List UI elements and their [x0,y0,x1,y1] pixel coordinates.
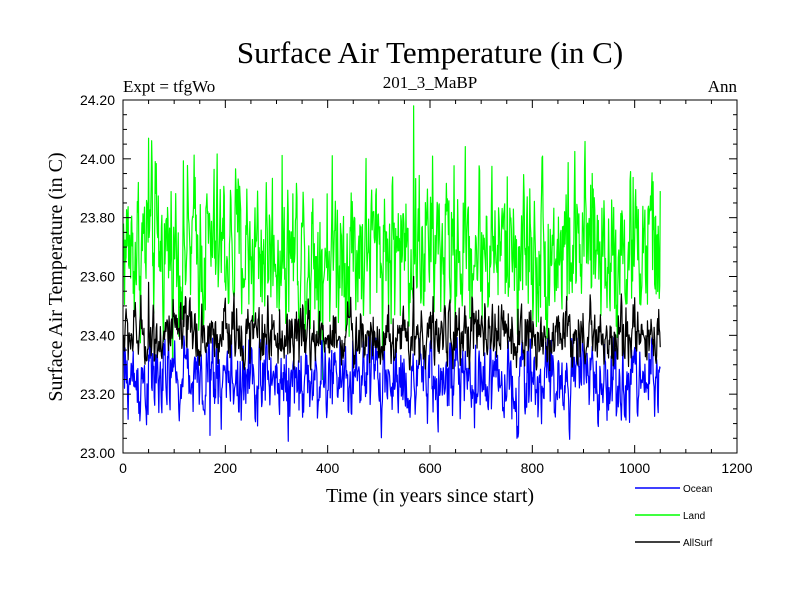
x-tick-label: 0 [119,460,127,476]
season-label: Ann [708,77,738,96]
legend-label-ocean: Ocean [683,484,712,495]
chart-title: Surface Air Temperature (in C) [237,35,623,70]
series-layer [122,105,661,442]
y-tick-label: 23.40 [80,327,115,343]
legend: Ocean Land AllSurf [635,484,713,549]
x-tick-label: 800 [521,460,545,476]
series-line-allsurf [122,275,661,372]
y-tick-label: 23.00 [80,445,115,461]
x-tick-label: 1000 [619,460,650,476]
series-line-ocean [122,335,661,442]
experiment-label: Expt = tfgWo [123,77,215,96]
legend-label-allsurf: AllSurf [683,538,713,549]
x-axis-label: Time (in years since start) [326,485,534,507]
case-label: 201_3_MaBP [383,73,477,92]
series-line-land [122,105,661,381]
y-axis: 23.00 23.20 23.40 23.60 23.80 24.00 24.20 [80,92,737,461]
x-tick-label: 600 [418,460,442,476]
y-tick-label: 23.20 [80,386,115,402]
x-axis: 0 200 400 600 800 1000 1200 [119,100,753,476]
x-tick-label: 1200 [721,460,752,476]
y-tick-label: 24.00 [80,151,115,167]
legend-label-land: Land [683,511,705,522]
y-tick-label: 23.60 [80,269,115,285]
y-tick-label: 24.20 [80,92,115,108]
y-tick-label: 23.80 [80,210,115,226]
y-axis-label: Surface Air Temperature (in C) [45,152,67,401]
x-tick-label: 200 [214,460,238,476]
x-tick-label: 400 [316,460,340,476]
